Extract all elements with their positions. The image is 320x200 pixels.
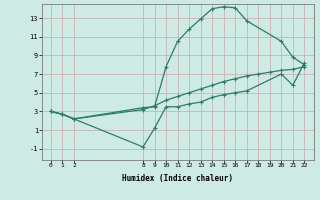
- X-axis label: Humidex (Indice chaleur): Humidex (Indice chaleur): [122, 174, 233, 183]
